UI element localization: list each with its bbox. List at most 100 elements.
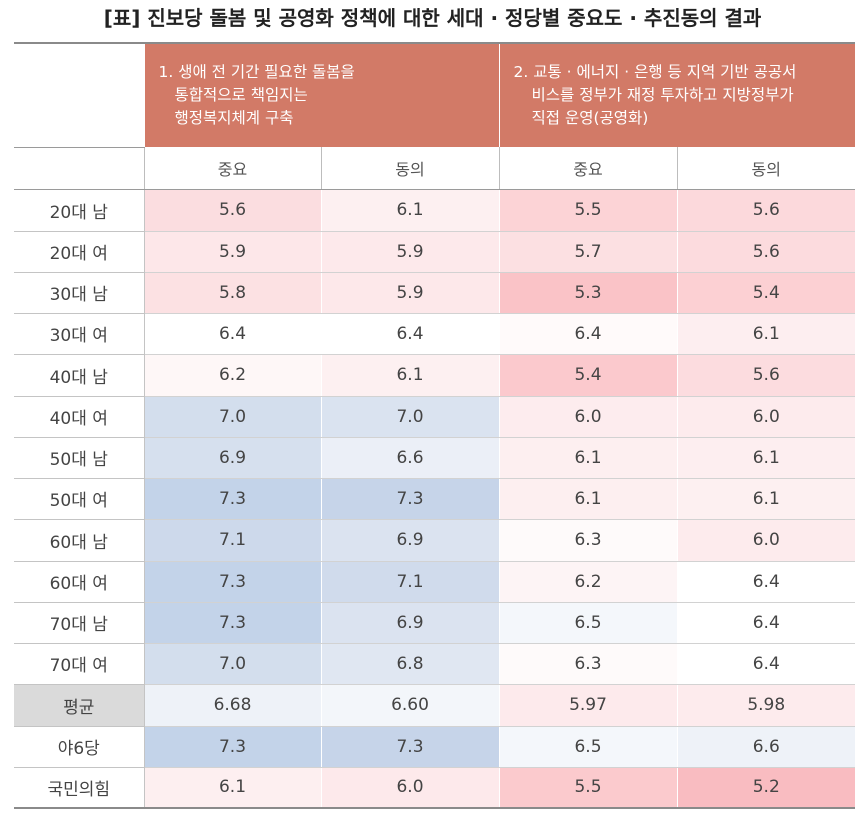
table-row: 70대 남 7.3 6.9 6.5 6.4 (14, 602, 855, 644)
value-cell: 6.4 (320, 313, 499, 355)
table-row: 50대 여 7.3 7.3 6.1 6.1 (14, 478, 855, 520)
value-cell: 5.6 (676, 231, 855, 273)
policy-1-line: 1. 생애 전 기간 필요한 돌봄을 (158, 63, 355, 81)
table-row: 국민의힘 6.1 6.0 5.5 5.2 (14, 767, 855, 809)
value-cell: 7.1 (143, 519, 321, 562)
policy-2-header: 2. 교통 · 에너지 · 은행 등 지역 기반 공공서 비스를 정부가 재정 … (498, 42, 855, 147)
row-label: 20대 여 (14, 231, 145, 273)
value-cell: 6.6 (320, 437, 499, 479)
results-table: 1. 생애 전 기간 필요한 돌봄을 통합적으로 책임지는 행정복지체계 구축 … (14, 42, 855, 809)
table-row: 40대 남 6.2 6.1 5.4 5.6 (14, 354, 855, 397)
value-cell: 7.1 (320, 561, 499, 603)
value-cell: 7.3 (143, 602, 321, 644)
row-label: 50대 남 (14, 437, 145, 479)
value-cell: 5.3 (498, 272, 677, 314)
table-row: 30대 여 6.4 6.4 6.4 6.1 (14, 313, 855, 355)
value-cell: 6.9 (320, 602, 499, 644)
row-label: 50대 여 (14, 478, 145, 520)
subheader-importance: 중요 (143, 147, 321, 190)
subheader-row: 중요 동의 중요 동의 (14, 147, 855, 190)
value-cell: 5.98 (676, 684, 855, 727)
value-cell: 6.1 (143, 767, 321, 809)
value-cell: 6.0 (676, 519, 855, 562)
subheader-importance: 중요 (498, 147, 677, 190)
policy-1-line: 통합적으로 책임지는 (174, 86, 308, 104)
value-cell: 7.3 (320, 478, 499, 520)
row-label: 국민의힘 (14, 767, 145, 809)
value-cell: 6.60 (320, 684, 499, 727)
subheader-agreement: 동의 (320, 147, 499, 190)
table-row: 20대 남 5.6 6.1 5.5 5.6 (14, 189, 855, 232)
value-cell: 6.9 (143, 437, 321, 479)
table-row: 30대 남 5.8 5.9 5.3 5.4 (14, 272, 855, 314)
value-cell: 6.1 (676, 478, 855, 520)
value-cell: 7.3 (320, 726, 499, 768)
table-row: 평균 6.68 6.60 5.97 5.98 (14, 684, 855, 727)
value-cell: 5.2 (676, 767, 855, 809)
table-row: 60대 남 7.1 6.9 6.3 6.0 (14, 519, 855, 562)
value-cell: 5.7 (498, 231, 677, 273)
header-corner (14, 42, 144, 148)
value-cell: 5.6 (676, 189, 855, 232)
row-label: 평균 (14, 684, 145, 727)
value-cell: 6.5 (498, 602, 677, 644)
value-cell: 6.0 (498, 396, 677, 438)
value-cell: 6.1 (498, 437, 677, 479)
row-label: 70대 여 (14, 643, 145, 685)
value-cell: 6.4 (143, 313, 321, 355)
value-cell: 5.9 (320, 272, 499, 314)
value-cell: 6.4 (676, 561, 855, 603)
value-cell: 5.4 (498, 354, 677, 397)
subheader-agreement: 동의 (676, 147, 855, 190)
value-cell: 5.4 (676, 272, 855, 314)
row-label: 60대 여 (14, 561, 145, 603)
value-cell: 6.1 (320, 354, 499, 397)
value-cell: 6.68 (143, 684, 321, 727)
policy-header-row: 1. 생애 전 기간 필요한 돌봄을 통합적으로 책임지는 행정복지체계 구축 … (14, 42, 855, 148)
policy-2-line: 2. 교통 · 에너지 · 은행 등 지역 기반 공공서 (513, 63, 797, 81)
value-cell: 6.3 (498, 643, 677, 685)
policy-1-line: 행정복지체계 구축 (174, 109, 294, 127)
value-cell: 5.6 (143, 189, 321, 232)
row-label: 야6당 (14, 726, 145, 768)
row-label: 30대 여 (14, 313, 145, 355)
row-label: 30대 남 (14, 272, 145, 314)
table-row: 60대 여 7.3 7.1 6.2 6.4 (14, 561, 855, 603)
value-cell: 7.0 (143, 643, 321, 685)
policy-2-line: 비스를 정부가 재정 투자하고 지방정부가 (531, 86, 794, 104)
value-cell: 7.3 (143, 478, 321, 520)
value-cell: 7.3 (143, 726, 321, 768)
row-label: 70대 남 (14, 602, 145, 644)
value-cell: 6.1 (320, 189, 499, 232)
subheader-blank (14, 147, 144, 190)
row-label: 40대 여 (14, 396, 145, 438)
value-cell: 6.4 (498, 313, 677, 355)
value-cell: 7.0 (143, 396, 321, 438)
value-cell: 6.2 (498, 561, 677, 603)
value-cell: 5.9 (143, 231, 321, 273)
table-row: 야6당 7.3 7.3 6.5 6.6 (14, 726, 855, 768)
table-row: 50대 남 6.9 6.6 6.1 6.1 (14, 437, 855, 479)
page-title: [표] 진보당 돌봄 및 공영화 정책에 대한 세대 · 정당별 중요도 · 추… (103, 6, 762, 30)
value-cell: 6.1 (676, 437, 855, 479)
value-cell: 6.8 (320, 643, 499, 685)
row-label: 20대 남 (14, 189, 145, 232)
value-cell: 6.0 (320, 767, 499, 809)
value-cell: 5.6 (676, 354, 855, 397)
value-cell: 6.3 (498, 519, 677, 562)
value-cell: 5.5 (498, 189, 677, 232)
table-row: 40대 여 7.0 7.0 6.0 6.0 (14, 396, 855, 438)
value-cell: 6.5 (498, 726, 677, 768)
value-cell: 7.0 (320, 396, 499, 438)
policy-1-header: 1. 생애 전 기간 필요한 돌봄을 통합적으로 책임지는 행정복지체계 구축 (143, 42, 499, 147)
value-cell: 7.3 (143, 561, 321, 603)
value-cell: 6.6 (676, 726, 855, 768)
value-cell: 5.97 (498, 684, 677, 727)
row-label: 60대 남 (14, 519, 145, 562)
value-cell: 5.9 (320, 231, 499, 273)
table-row: 70대 여 7.0 6.8 6.3 6.4 (14, 643, 855, 685)
row-label: 40대 남 (14, 354, 145, 397)
value-cell: 6.0 (676, 396, 855, 438)
table-row: 20대 여 5.9 5.9 5.7 5.6 (14, 231, 855, 273)
